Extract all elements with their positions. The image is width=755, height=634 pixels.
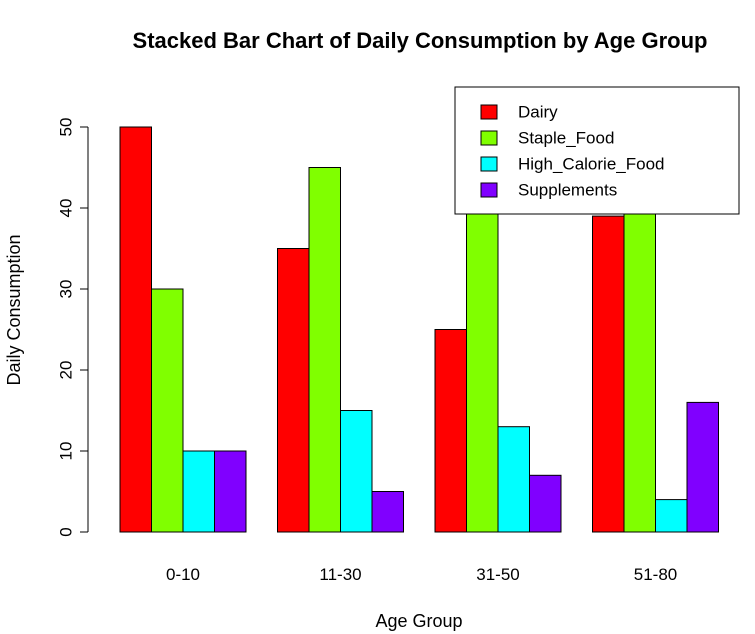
y-axis-label: Daily Consumption bbox=[4, 234, 24, 385]
legend-label: Dairy bbox=[518, 103, 558, 122]
bar-high-calorie-food-51-80 bbox=[655, 499, 688, 533]
bar-dairy-31-50 bbox=[434, 329, 467, 533]
bar-group bbox=[119, 126, 719, 533]
legend-label: High_Calorie_Food bbox=[518, 155, 664, 174]
y-tick-label: 20 bbox=[57, 361, 76, 380]
y-tick-label: 30 bbox=[57, 280, 76, 299]
bar-dairy-11-30 bbox=[277, 248, 310, 533]
y-tick-label: 40 bbox=[57, 199, 76, 218]
x-tick-label: 51-80 bbox=[634, 565, 677, 584]
y-tick-label: 10 bbox=[57, 442, 76, 461]
bar-high-calorie-food-0-10 bbox=[182, 450, 215, 533]
bar-staple-food-11-30 bbox=[308, 167, 341, 533]
bar-dairy-51-80 bbox=[592, 215, 625, 533]
x-tick-label: 11-30 bbox=[319, 565, 361, 584]
y-axis: 0 10 20 30 40 50 bbox=[57, 118, 89, 537]
bar-supplements-51-80 bbox=[686, 401, 719, 533]
legend-swatch bbox=[480, 182, 498, 198]
bar-high-calorie-food-31-50 bbox=[497, 426, 530, 533]
bar-supplements-31-50 bbox=[529, 474, 562, 533]
x-tick-label: 31-50 bbox=[476, 565, 519, 584]
y-tick-label: 0 bbox=[57, 527, 76, 536]
legend-swatch bbox=[480, 156, 498, 172]
bar-supplements-0-10 bbox=[214, 450, 247, 533]
chart-title: Stacked Bar Chart of Daily Consumption b… bbox=[133, 28, 708, 53]
legend-box bbox=[454, 86, 740, 215]
x-tick-labels: 0-10 11-30 31-50 51-80 bbox=[166, 565, 677, 584]
bar-supplements-11-30 bbox=[371, 491, 404, 533]
bar-staple-food-31-50 bbox=[466, 207, 499, 533]
legend-label: Supplements bbox=[518, 181, 617, 200]
legend-swatch bbox=[480, 130, 498, 146]
legend: Dairy Staple_Food High_Calorie_Food Supplem… bbox=[454, 86, 740, 215]
bar-staple-food-0-10 bbox=[151, 288, 184, 533]
bar-staple-food-51-80 bbox=[623, 207, 656, 533]
y-tick-label: 50 bbox=[57, 118, 76, 137]
bar-high-calorie-food-11-30 bbox=[340, 410, 373, 533]
legend-label: Staple_Food bbox=[518, 129, 614, 148]
legend-swatch bbox=[480, 104, 498, 120]
x-tick-label: 0-10 bbox=[166, 565, 200, 584]
bar-dairy-0-10 bbox=[119, 126, 152, 533]
x-axis-label: Age Group bbox=[375, 611, 462, 631]
